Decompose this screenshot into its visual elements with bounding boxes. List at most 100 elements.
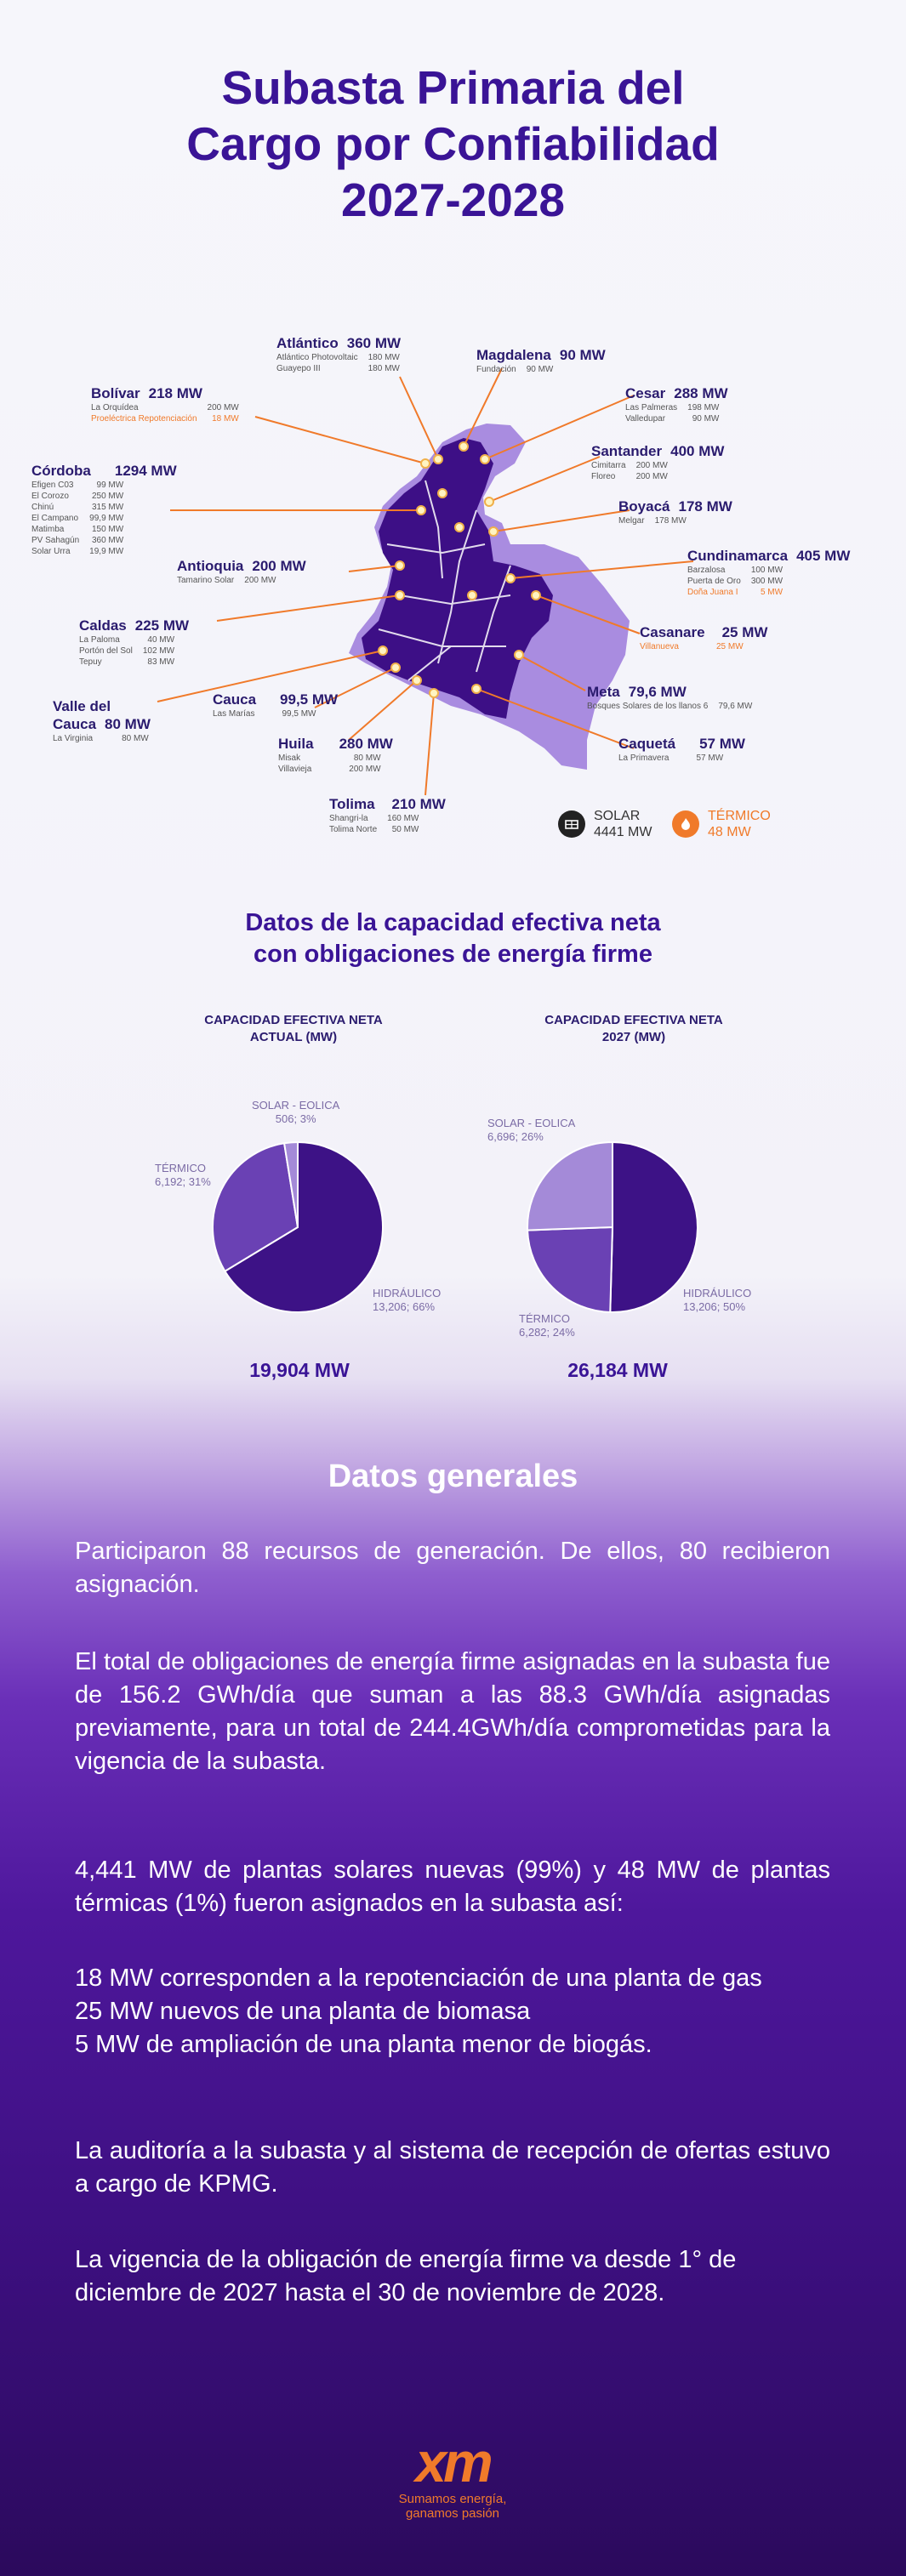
plant-marker [471,684,481,694]
chart-1-title: CAPACIDAD EFECTIVA NETA ACTUAL (MW) [204,1013,383,1044]
region-heading: Cauca 99,5 MW [213,691,339,708]
region-cordoba: Córdoba 1294 MW Efigen C03 99 MW El Corozo… [31,462,177,557]
plant-list: Fundación 90 MW [476,365,554,374]
region-heading: Bolívar 218 MW [91,385,202,401]
pie-chart-2027 [527,1140,698,1313]
region-heading: Huila 280 MW [278,736,393,752]
general-paragraph-4: 18 MW corresponden a la repotenciación d… [75,1965,762,2058]
pie1-slice-hidr-ulico [224,1140,384,1313]
region-bolivar: Bolívar 218 MW La Orquídea 200 MW Proeléct… [91,384,242,424]
callout-line [348,565,401,572]
plant-list: Melgar 178 MW [618,516,687,526]
region-casanare: Casanare 25 MW Villanueva 25 MW [640,623,767,652]
pie-chart-actual [212,1140,384,1313]
region-caldas: Caldas 225 MW La Paloma 40 MW Portón del S… [79,617,189,668]
region-magdalena: Magdalena 90 MW Fundación 90 MW [476,346,606,375]
plant-marker [395,590,405,600]
callout-line [484,395,635,460]
callout-lines [157,367,694,796]
legend-termico: TÉRMICO 48 MW [672,808,771,840]
region-heading: Cundinamarca 405 MW [687,548,851,564]
callout-line [157,650,384,702]
page-title: Subasta Primaria del Cargo por Confiabil… [0,60,906,228]
pie2-label-termico: TÉRMICO 6,282; 24% [519,1312,575,1339]
general-section-title: Datos generales [328,1459,578,1494]
legend-solar: SOLAR 4441 MW [558,808,652,840]
plant-list: La Paloma 40 MW Portón del Sol 102 MW Tepu… [79,635,175,667]
callout-line [348,680,418,741]
callout-line [535,594,641,634]
title-line-1: Subasta Primaria del [221,61,685,114]
plant-list: Cimitarra 200 MW Floreo 200 MW [591,461,668,481]
pie1-slice-solar-eolica [282,1140,299,1228]
legend-termico-label: TÉRMICO [708,809,771,823]
region-heading: Atlántico 360 MW [276,335,402,351]
callout-line [510,560,694,579]
region-heading-line-2: Cauca 80 MW [53,716,151,732]
pie2-slice-solar-eolica [527,1140,613,1231]
region-caqueta: Caquetá 57 MW La Primavera 57 MW [618,735,745,764]
region-heading: Meta 79,6 MW [587,684,687,700]
plant-list: La Virginia 80 MW [53,734,149,743]
plant-marker [429,688,439,698]
region-heading: Caldas 225 MW [79,617,190,634]
region-valle-del-cauca: Valle del Cauca 80 MW La Virginia 80 MW [53,697,152,744]
plant-list: Atlántico Photovoltaic 180 MW Guayepo III… [276,353,400,373]
plant-marker [378,645,388,656]
plant-list: Barzalosa 100 MW Puerta de Oro 300 MW Doña… [687,566,783,597]
region-heading: Magdalena 90 MW [476,347,606,363]
xm-logo-mark: xm [415,2431,493,2494]
xm-logo: xm Sumamos energía, ganamos pasión [380,2432,525,2521]
pie1-label-hidraulico: HIDRÁULICO 13,206; 66% [373,1287,442,1313]
title-line-3: 2027-2028 [340,173,566,226]
charts-section-title: Datos de la capacidad efectiva neta con … [245,909,661,968]
colombia-map [157,367,694,796]
callout-line [488,456,601,503]
xm-slogan: Sumamos energía, ganamos pasión [398,2492,507,2521]
solar-panel-icon [558,810,585,838]
legend-solar-label: SOLAR [594,809,641,823]
plant-marker [437,488,447,498]
region-atlantico: Atlántico 360 MW Atlántico Photovoltaic 18… [276,334,403,374]
pie2-slice-t-rmico [527,1225,614,1313]
plant-list: Efigen C03 99 MW El Corozo 250 MW Chinú 315… [31,481,124,556]
region-heading: Caquetá 57 MW [618,736,745,752]
plant-list: Shangri-la 160 MW Tolima Norte 50 MW [329,814,419,834]
chart-2-title: CAPACIDAD EFECTIVA NETA 2027 (MW) [544,1013,723,1044]
plant-list: La Primavera 57 MW [618,753,724,763]
region-antioquia: Antioquia 200 MW Tamarino Solar 200 MW [177,557,306,586]
general-paragraph-3: 4,441 MW de plantas solares nuevas (99%)… [75,1857,830,1917]
plant-marker [420,458,430,469]
plant-marker [488,526,499,537]
pie1-slice-t-rmico [212,1142,299,1273]
plant-marker [412,675,422,685]
general-paragraph-5: La auditoría a la subasta y al sistema d… [75,2137,830,2198]
map-region-borders [378,480,511,681]
callout-line [314,667,396,708]
pie1-label-termico: TÉRMICO 6,192; 31% [155,1162,211,1188]
plant-list: Las Marías 99,5 MW [213,709,316,719]
callout-line [463,367,503,447]
region-meta: Meta 79,6 MW Bosques Solares de los llano… [587,683,755,712]
region-heading: Valle del [53,698,111,714]
plant-list: Tamarino Solar 200 MW [177,576,276,585]
region-tolima: Tolima 210 MW Shangri-la 160 MW Tolima Nor… [329,795,446,835]
chart-1-total: 19,904 MW [249,1359,350,1381]
region-heading: Tolima 210 MW [329,796,446,812]
plant-marker [514,650,524,660]
region-cesar: Cesar 288 MW Las Palmeras 198 MW Valledupa… [625,384,728,424]
plant-marker [484,497,494,507]
pie1-label-solar: SOLAR - EOLICA 506; 3% [252,1099,340,1125]
plant-marker [480,454,490,464]
legend-solar-mw: 4441 MW [594,825,652,839]
region-santander: Santander 400 MW Cimitarra 200 MW Floreo 20… [591,442,724,482]
flame-icon [672,810,699,838]
plant-marker [390,662,401,673]
pie2-label-hidraulico: HIDRÁULICO 13,206; 50% [683,1287,752,1313]
callout-line [493,509,630,532]
plant-marker [454,522,464,532]
plant-list: La Orquídea 200 MW Proeléctrica Repotenci… [91,403,239,424]
callout-line [518,654,586,691]
legend-termico-mw: 48 MW [708,825,751,839]
